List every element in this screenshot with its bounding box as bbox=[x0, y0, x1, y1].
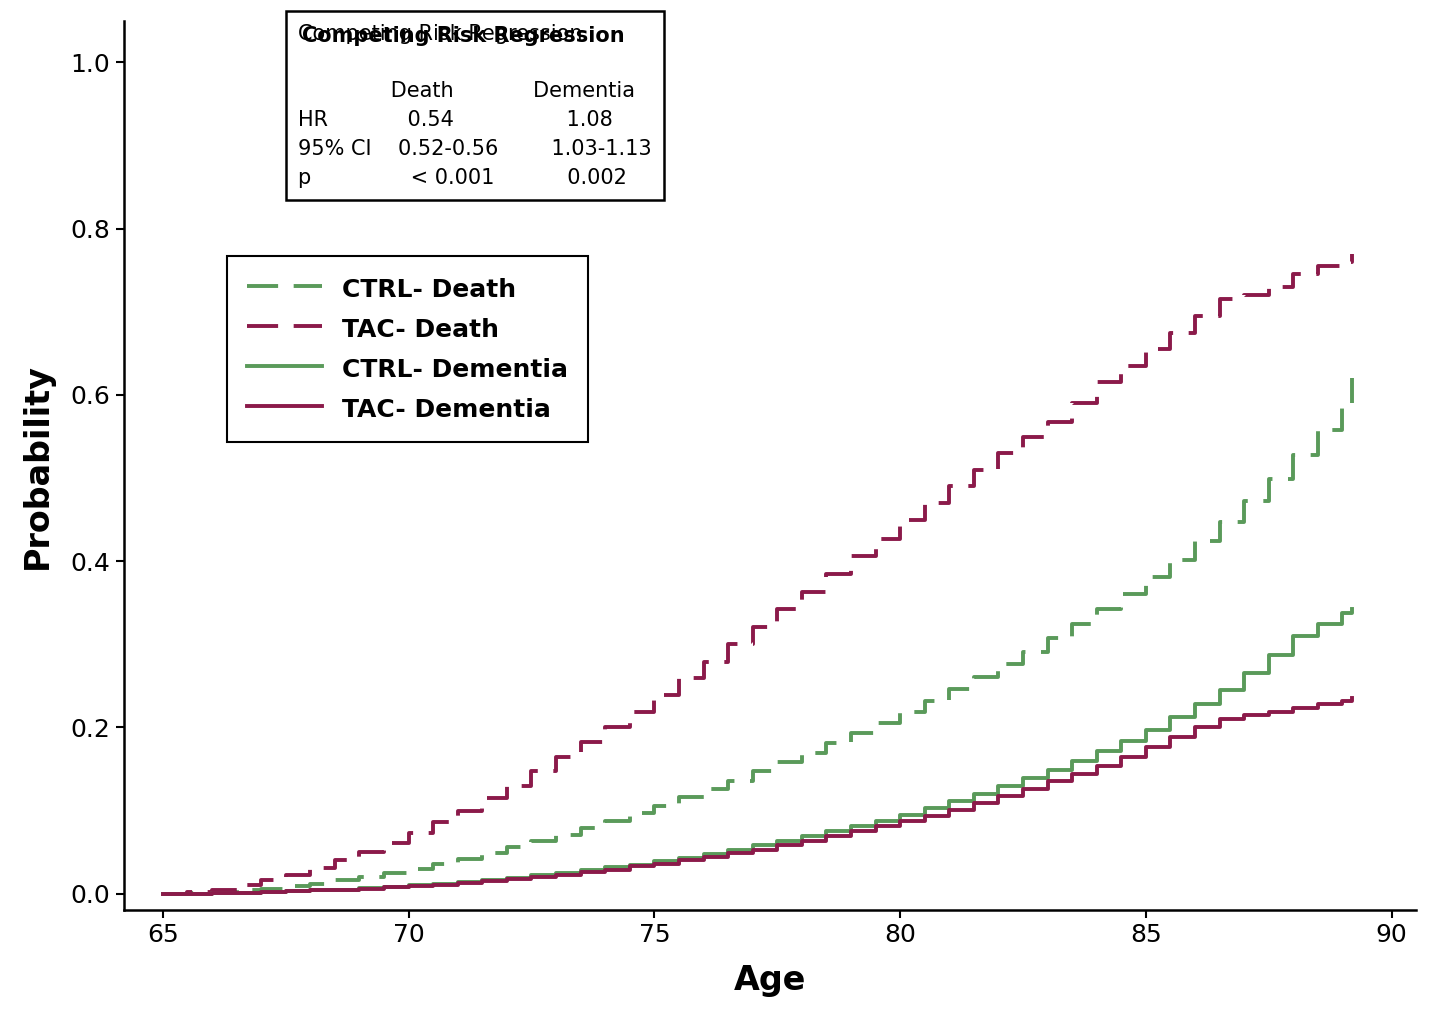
CTRL- Dementia bbox=[1112, 744, 1129, 756]
CTRL- Death bbox=[769, 766, 786, 778]
CTRL- Death bbox=[793, 747, 810, 759]
TAC- Death bbox=[1112, 377, 1129, 389]
TAC- Dementia bbox=[769, 844, 786, 856]
CTRL- Dementia bbox=[769, 840, 786, 852]
TAC- Death bbox=[793, 585, 810, 598]
TAC- Dementia bbox=[450, 879, 467, 891]
TAC- Dementia bbox=[793, 835, 810, 847]
Line: TAC- Dementia: TAC- Dementia bbox=[162, 698, 1352, 894]
CTRL- Dementia bbox=[523, 869, 540, 882]
Line: CTRL- Dementia: CTRL- Dementia bbox=[162, 610, 1352, 894]
CTRL- Dementia bbox=[793, 831, 810, 843]
CTRL- Death bbox=[450, 857, 467, 869]
CTRL- Death bbox=[1344, 373, 1361, 385]
TAC- Death bbox=[450, 816, 467, 829]
TAC- Dementia bbox=[1344, 692, 1361, 704]
Line: CTRL- Death: CTRL- Death bbox=[162, 379, 1352, 894]
TAC- Dementia bbox=[474, 875, 491, 888]
CTRL- Dementia bbox=[154, 888, 171, 900]
Text: Competing Risk Regression

              Death            Dementia
HR           : Competing Risk Regression Death Dementia… bbox=[297, 23, 652, 187]
X-axis label: Age: Age bbox=[734, 964, 806, 998]
Line: TAC- Death: TAC- Death bbox=[162, 253, 1352, 894]
CTRL- Death bbox=[1112, 604, 1129, 616]
CTRL- Death bbox=[523, 835, 540, 847]
CTRL- Dementia bbox=[474, 873, 491, 886]
Text: Competing Risk Regression: Competing Risk Regression bbox=[302, 26, 625, 46]
TAC- Death bbox=[474, 792, 491, 804]
TAC- Death bbox=[154, 888, 171, 900]
CTRL- Death bbox=[154, 888, 171, 900]
TAC- Death bbox=[769, 621, 786, 633]
TAC- Dementia bbox=[154, 888, 171, 900]
TAC- Death bbox=[1344, 247, 1361, 260]
CTRL- Dementia bbox=[1344, 604, 1361, 616]
Legend: CTRL- Death, TAC- Death, CTRL- Dementia, TAC- Dementia: CTRL- Death, TAC- Death, CTRL- Dementia,… bbox=[227, 256, 588, 442]
TAC- Dementia bbox=[523, 871, 540, 884]
Y-axis label: Probability: Probability bbox=[20, 362, 53, 568]
TAC- Death bbox=[523, 766, 540, 778]
CTRL- Death bbox=[474, 847, 491, 859]
CTRL- Dementia bbox=[450, 878, 467, 890]
TAC- Dementia bbox=[1112, 759, 1129, 772]
